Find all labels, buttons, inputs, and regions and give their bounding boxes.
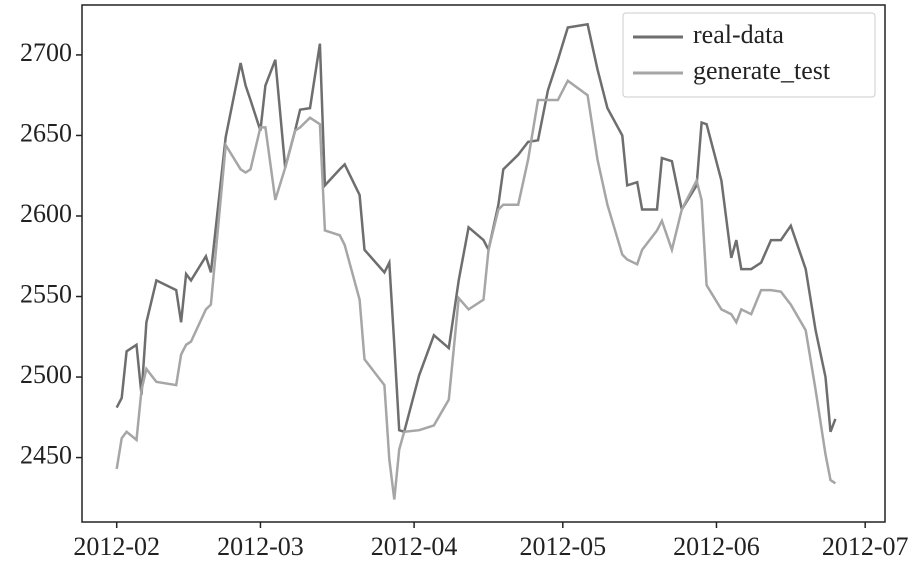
x-tick-label: 2012-05 [519, 532, 606, 561]
x-tick-label: 2012-04 [371, 532, 458, 561]
y-tick-label: 2650 [20, 118, 72, 147]
legend-label: real-data [693, 20, 784, 49]
legend-label: generate_test [693, 56, 831, 85]
legend-box [622, 12, 876, 98]
x-tick-label: 2012-03 [217, 532, 304, 561]
y-tick-label: 2700 [20, 38, 72, 67]
y-tick-label: 2500 [20, 360, 72, 389]
x-tick-label: 2012-07 [822, 532, 909, 561]
y-tick-label: 2600 [20, 199, 72, 228]
x-tick-label: 2012-02 [73, 532, 160, 561]
plot-frame [81, 4, 886, 523]
line [115, 78, 837, 500]
y-tick-label: 2550 [20, 279, 72, 308]
x-tick-label: 2012-06 [673, 532, 760, 561]
y-tick-label: 2450 [20, 441, 72, 470]
